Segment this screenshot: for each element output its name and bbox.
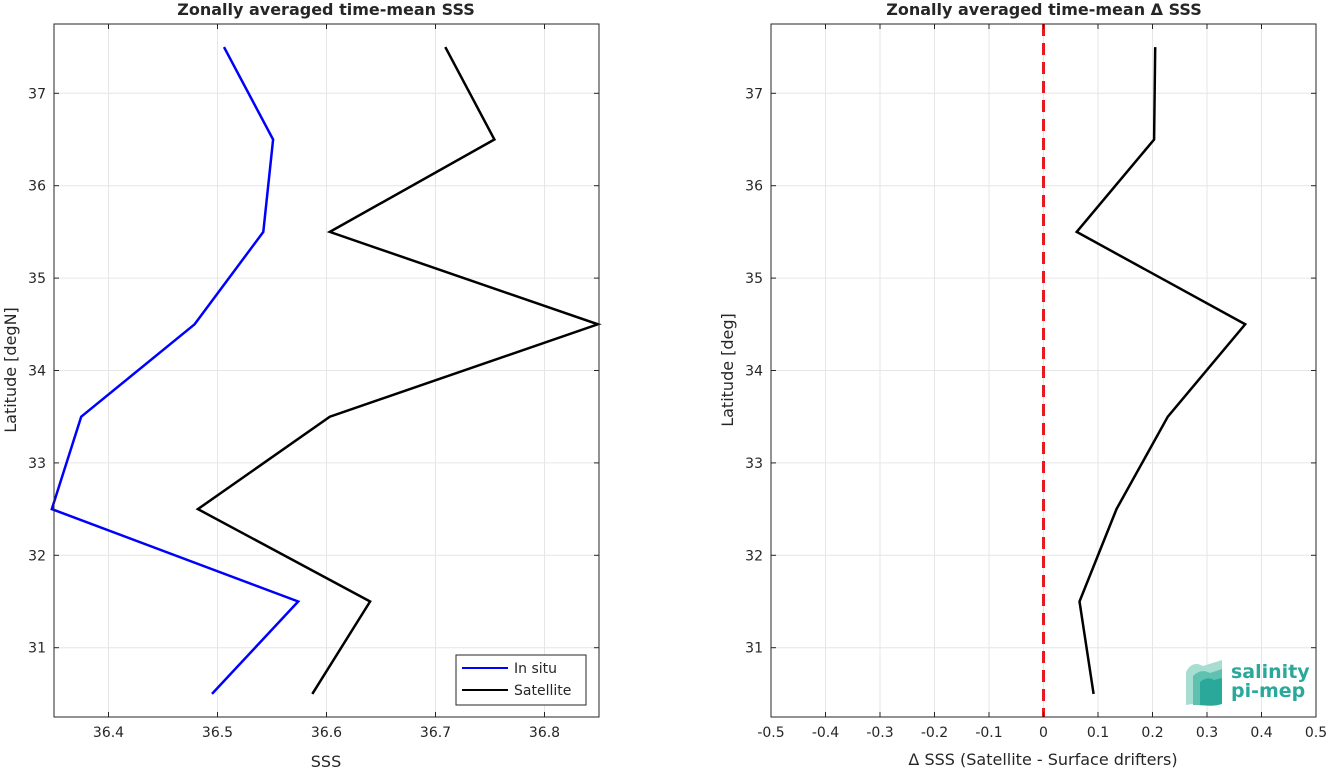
right-y-tick-label: 31 xyxy=(745,641,763,657)
left-x-axis-label: SSS xyxy=(311,752,341,769)
right-series-line-delta-sss xyxy=(1074,47,1248,695)
right-series-lines xyxy=(1042,24,1248,717)
salinity-pi-mep-logo: salinity pi-mep xyxy=(1186,660,1310,706)
right-x-tick-label: 0.2 xyxy=(1141,725,1163,741)
right-x-tick-label: -0.5 xyxy=(757,725,784,741)
legend-box xyxy=(455,654,587,706)
right-x-tick-label: -0.2 xyxy=(921,725,948,741)
right-y-tick-label: 35 xyxy=(745,271,763,287)
left-y-tick-label: 37 xyxy=(28,86,46,102)
right-x-tick-label: -0.3 xyxy=(866,725,893,741)
left-y-tick-label: 34 xyxy=(28,364,46,380)
left-x-tick-label: 36.8 xyxy=(529,725,560,741)
right-tick-labels: -0.5 -0.4 -0.3 -0.2 -0.1 0 0.1 0.2 0.3 0.4 0.5 31 32… xyxy=(745,24,1327,741)
legend-label-satellite: Satellite xyxy=(514,683,571,699)
right-y-tick-label: 32 xyxy=(745,548,763,564)
right-x-tick-label: 0.3 xyxy=(1196,725,1218,741)
left-y-tick-label: 35 xyxy=(28,271,46,287)
left-series-line-in-situ xyxy=(50,46,301,695)
right-y-tick-label: 33 xyxy=(745,456,763,472)
delta-sss-panel: Zonally averaged time-mean Δ SSS -0.5 -0.… xyxy=(718,0,1327,769)
right-x-tick-label: 0 xyxy=(1039,725,1048,741)
left-series-lines xyxy=(50,46,602,695)
left-y-tick-label: 36 xyxy=(28,179,46,195)
sss-panel: Zonally averaged time-mean SSS 36.4 36.5 3… xyxy=(1,0,602,769)
left-x-tick-label: 36.7 xyxy=(420,725,451,741)
right-x-tick-label: 0.1 xyxy=(1087,725,1109,741)
logo-line1: salinity xyxy=(1231,661,1310,683)
right-x-tick-label: 0.4 xyxy=(1250,725,1272,741)
left-series-line-satellite xyxy=(195,46,602,695)
left-chart-title: Zonally averaged time-mean SSS xyxy=(177,0,475,19)
right-x-tick-label: 0.5 xyxy=(1305,725,1327,741)
right-y-tick-label: 34 xyxy=(745,364,763,380)
wave-icon xyxy=(1186,660,1222,706)
right-y-tick-label: 36 xyxy=(745,179,763,195)
right-y-tick-label: 37 xyxy=(745,86,763,102)
left-y-tick-label: 33 xyxy=(28,456,46,472)
left-y-tick-label: 32 xyxy=(28,548,46,564)
left-x-tick-label: 36.6 xyxy=(311,725,342,741)
right-y-axis-label: Latitude [deg] xyxy=(718,313,737,427)
left-x-tick-label: 36.5 xyxy=(202,725,233,741)
right-x-tick-label: -0.1 xyxy=(975,725,1002,741)
left-y-tick-label: 31 xyxy=(28,641,46,657)
left-tick-labels: 36.4 36.5 36.6 36.7 36.8 31 32 33 34 35 36 37 xyxy=(28,24,599,741)
left-grid xyxy=(54,24,599,717)
legend-label-in-situ: In situ xyxy=(514,661,557,677)
left-y-axis-label: Latitude [degN] xyxy=(1,307,20,433)
left-x-tick-label: 36.4 xyxy=(93,725,124,741)
right-chart-title: Zonally averaged time-mean Δ SSS xyxy=(886,0,1202,19)
right-x-tick-label: -0.4 xyxy=(812,725,839,741)
legend: In situ Satellite xyxy=(455,654,587,706)
logo-line2: pi-mep xyxy=(1231,680,1305,702)
right-x-axis-label: Δ SSS (Satellite - Surface drifters) xyxy=(908,750,1177,769)
